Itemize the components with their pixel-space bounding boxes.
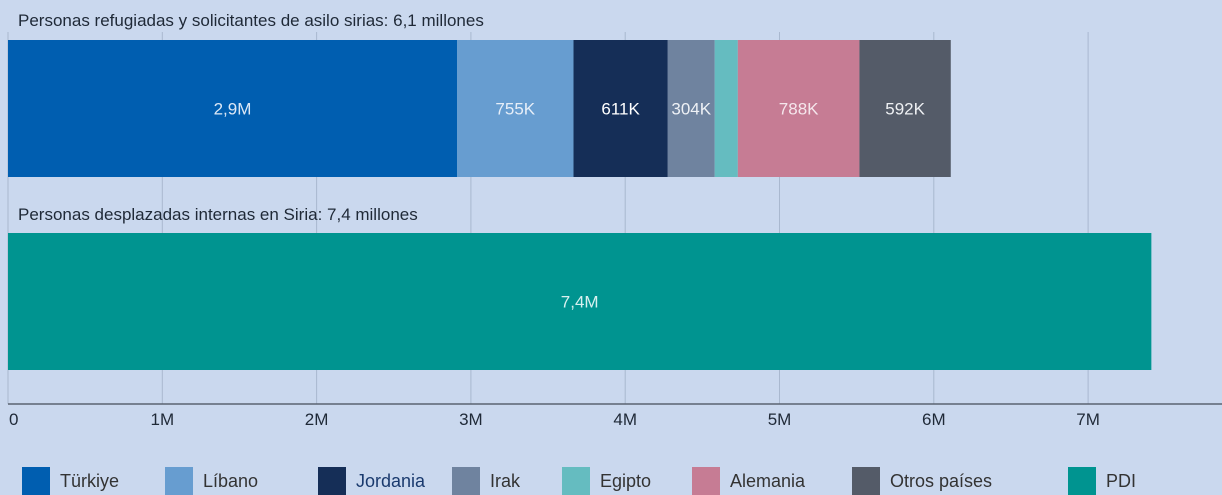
x-tick-label-6: 6M bbox=[922, 410, 946, 429]
bar-segment-0-0 bbox=[8, 40, 458, 177]
bar-segment-0-5 bbox=[737, 40, 860, 177]
bar-segment-0-1 bbox=[457, 40, 574, 177]
data-label-1-0: 7,4M bbox=[561, 293, 599, 312]
legend-label-0: Türkiye bbox=[60, 470, 120, 491]
data-label-0-5: 788K bbox=[779, 100, 819, 119]
legend-label-4: Egipto bbox=[600, 470, 652, 491]
legend-item-3: Irak bbox=[452, 467, 520, 495]
legend-item-2: Jordania bbox=[318, 467, 425, 495]
legend-item-0: Türkiye bbox=[22, 467, 119, 495]
legend-swatch-5 bbox=[692, 467, 720, 495]
chart-legend: Türkiye Líbano Jordania Irak Egipto Alemania O… bbox=[0, 462, 1222, 495]
x-tick-label-2: 2M bbox=[305, 410, 329, 429]
legend-swatch-6 bbox=[852, 467, 880, 495]
legend-item-6: Otros países bbox=[852, 467, 992, 495]
legend-item-4: Egipto bbox=[562, 467, 651, 495]
legend-item-5: Alemania bbox=[692, 467, 805, 495]
data-label-0-3: 304K bbox=[671, 100, 711, 119]
legend-label-3: Irak bbox=[490, 470, 521, 491]
x-tick-label-5: 5M bbox=[768, 410, 792, 429]
legend-label-1: Líbano bbox=[203, 470, 259, 491]
stacked-bar-chart: Personas refugiadas y solicitantes de as… bbox=[7, 11, 1222, 429]
bar-title-1: Personas desplazadas internas en Siria: … bbox=[18, 205, 418, 224]
x-tick-label-1: 1M bbox=[150, 410, 174, 429]
data-label-0-1: 755K bbox=[495, 100, 535, 119]
bar-segment-1-0 bbox=[8, 233, 1152, 370]
bar-segment-0-3 bbox=[667, 40, 715, 177]
legend-swatch-3 bbox=[452, 467, 480, 495]
x-tick-label-0: 0 bbox=[9, 410, 18, 429]
data-label-0-6: 592K bbox=[885, 100, 925, 119]
legend-swatch-4 bbox=[562, 467, 590, 495]
legend-swatch-2 bbox=[318, 467, 346, 495]
bar-title-0: Personas refugiadas y solicitantes de as… bbox=[18, 11, 484, 30]
legend-item-1: Líbano bbox=[165, 467, 258, 495]
x-tick-label-4: 4M bbox=[613, 410, 637, 429]
bar-segment-0-2 bbox=[573, 40, 668, 177]
x-tick-label-3: 3M bbox=[459, 410, 483, 429]
legend-swatch-0 bbox=[22, 467, 50, 495]
legend-swatch-7 bbox=[1068, 467, 1096, 495]
legend-label-7: PDI bbox=[1106, 470, 1137, 491]
data-label-0-0: 2,9M bbox=[214, 100, 252, 119]
data-label-0-2: 611K bbox=[601, 100, 640, 119]
x-tick-label-7: 7M bbox=[1076, 410, 1100, 429]
bar-segment-0-4 bbox=[714, 40, 738, 177]
legend-swatch-1 bbox=[165, 467, 193, 495]
legend-label-6: Otros países bbox=[890, 470, 993, 491]
legend-item-7: PDI bbox=[1068, 467, 1136, 495]
legend-label-5: Alemania bbox=[730, 470, 806, 491]
bar-segment-0-6 bbox=[859, 40, 951, 177]
legend-label-2: Jordania bbox=[356, 470, 426, 491]
